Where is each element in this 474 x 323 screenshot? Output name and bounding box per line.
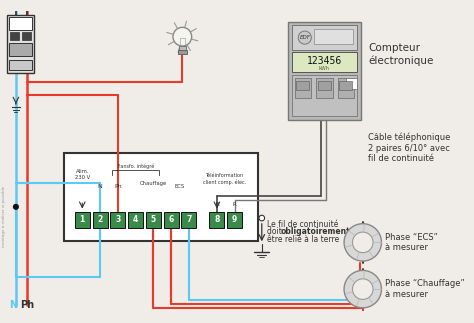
Bar (210, 212, 224, 228)
Text: ECS: ECS (174, 184, 185, 189)
Text: 123456: 123456 (307, 56, 342, 66)
Bar (314, 29, 354, 44)
Text: Ph: Ph (114, 184, 122, 189)
Text: Transfo. intégré: Transfo. intégré (117, 163, 155, 169)
Bar (292, 52, 357, 72)
Text: R: R (215, 202, 219, 207)
Bar (182, 212, 196, 228)
Circle shape (344, 270, 382, 308)
Bar (292, 26, 357, 50)
Bar (10, 32, 18, 40)
Bar (318, 81, 331, 90)
Text: Phase “Chauffage”
à mesurer: Phase “Chauffage” à mesurer (385, 279, 465, 299)
Text: 6: 6 (168, 215, 174, 224)
Bar (128, 212, 143, 228)
Bar (346, 78, 357, 89)
Text: Téléinformation
client comp. élec.: Téléinformation client comp. élec. (203, 173, 246, 184)
Bar (8, 15, 34, 73)
Text: Ph: Ph (20, 300, 34, 310)
Circle shape (353, 232, 373, 253)
Bar (179, 46, 186, 50)
Bar (164, 212, 179, 228)
Bar (227, 212, 242, 228)
Circle shape (344, 224, 382, 261)
Text: Alim.
230 V: Alim. 230 V (74, 170, 90, 180)
Text: 8: 8 (214, 215, 219, 224)
Text: obligatoirement: obligatoirement (281, 227, 350, 236)
Bar (288, 22, 361, 120)
Bar (294, 78, 311, 99)
Bar (75, 212, 90, 228)
Circle shape (173, 27, 191, 46)
Circle shape (14, 204, 18, 209)
Text: Chauffage: Chauffage (140, 181, 167, 186)
Bar (9, 60, 32, 70)
Text: 4: 4 (133, 215, 138, 224)
Text: N: N (98, 184, 102, 189)
Text: être relié à la terre: être relié à la terre (267, 235, 340, 244)
Text: 3: 3 (115, 215, 120, 224)
Text: Le fil de continuité: Le fil de continuité (267, 220, 339, 229)
Text: 7: 7 (186, 215, 191, 224)
Text: Câble téléphonique
2 paires 6/10° avec
fil de continuité: Câble téléphonique 2 paires 6/10° avec f… (368, 133, 451, 163)
Text: 5: 5 (151, 215, 156, 224)
Bar (9, 17, 32, 30)
Bar (337, 78, 355, 99)
Text: R: R (233, 202, 237, 207)
Bar (292, 75, 357, 116)
Text: kWh: kWh (319, 66, 330, 71)
Text: Compteur
électronique: Compteur électronique (368, 43, 434, 66)
Text: EDF: EDF (300, 35, 310, 40)
Text: N: N (9, 300, 17, 310)
Text: 9: 9 (232, 215, 237, 224)
Bar (146, 212, 161, 228)
Bar (110, 212, 125, 228)
Circle shape (259, 215, 264, 221)
Bar (9, 43, 32, 56)
Text: Phase “ECS”
à mesurer: Phase “ECS” à mesurer (385, 233, 438, 252)
Bar (178, 50, 187, 55)
Bar (64, 153, 258, 241)
Text: 2: 2 (98, 215, 103, 224)
Text: 1: 1 (80, 215, 85, 224)
Bar (92, 212, 108, 228)
Bar (316, 78, 333, 99)
Text: montage à réaliser si possible: montage à réaliser si possible (2, 186, 6, 247)
Bar (339, 81, 353, 90)
Bar (22, 32, 31, 40)
Circle shape (353, 279, 373, 299)
Circle shape (298, 31, 311, 44)
Bar (296, 81, 310, 90)
Text: doit: doit (267, 227, 285, 236)
